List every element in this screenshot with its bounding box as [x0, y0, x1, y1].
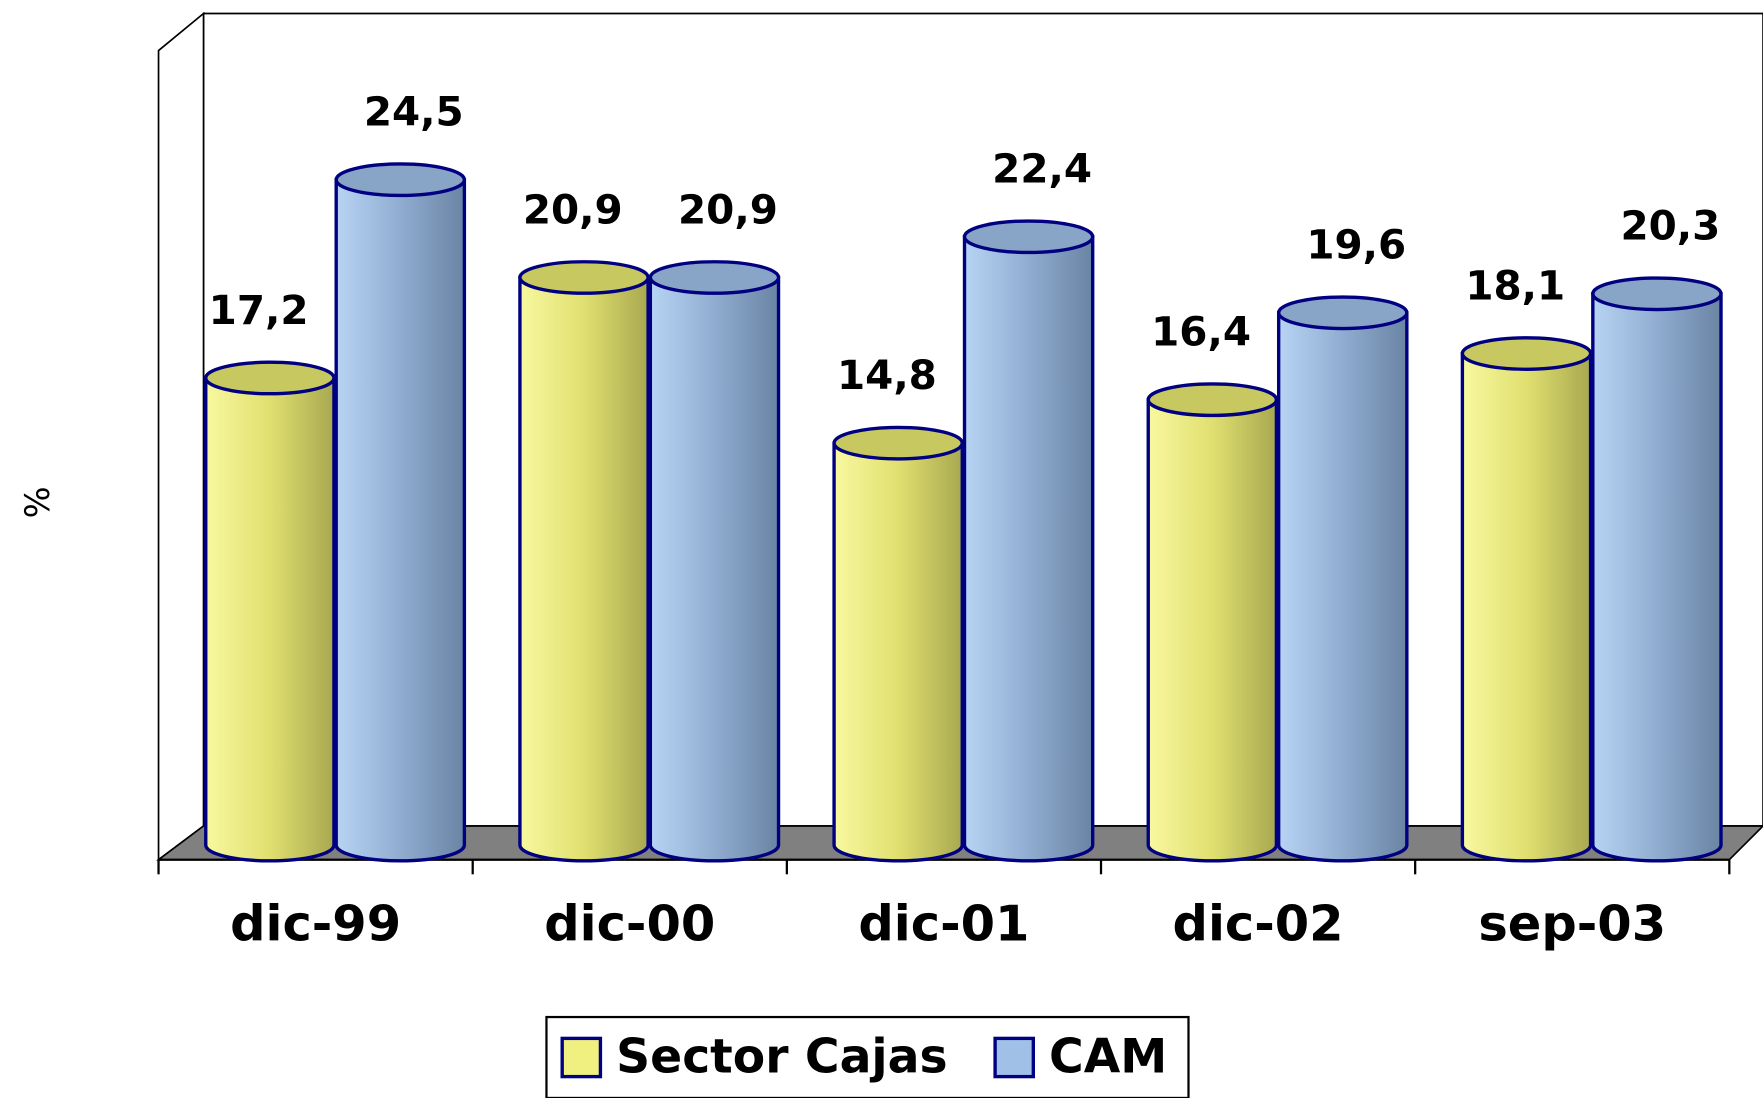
legend-label: Sector Cajas [616, 1030, 947, 1085]
cylinder-top [518, 260, 650, 295]
cylinder [204, 376, 336, 863]
value-label: 20,9 [678, 185, 778, 233]
cylinder [518, 275, 650, 863]
cylinder-top [1146, 382, 1279, 418]
legend-swatch [993, 1036, 1036, 1079]
cylinder [1460, 351, 1593, 863]
x-tick-label: dic-01 [858, 895, 1029, 953]
x-tick-label: sep-03 [1478, 895, 1666, 953]
cylinder-top [832, 425, 964, 461]
plot: % dic-99 17,2 24,5 dic-00 20,9 20,9 dic-01 14,8… [18, 11, 1763, 1098]
cylinder [1146, 398, 1279, 863]
value-label: 18,1 [1465, 261, 1565, 309]
x-tick-label: dic-00 [544, 895, 715, 953]
value-label: 22,4 [992, 145, 1092, 193]
cylinder [334, 178, 467, 863]
cylinder-top [648, 260, 781, 295]
value-label: 16,4 [1151, 308, 1251, 356]
y-axis-label: % [18, 486, 57, 518]
cylinder-top [1591, 276, 1723, 312]
value-label: 14,8 [837, 351, 937, 399]
value-label: 20,3 [1620, 202, 1720, 250]
cylinder [962, 235, 1095, 863]
cylinder [1591, 292, 1723, 863]
value-label: 17,2 [209, 286, 309, 334]
cylinder-top [962, 219, 1095, 255]
legend-swatch [560, 1036, 603, 1079]
cylinder [648, 275, 781, 863]
value-label: 24,5 [364, 88, 464, 136]
legend-label: CAM [1049, 1030, 1167, 1085]
legend [545, 1015, 1190, 1098]
cylinder [1276, 311, 1409, 863]
value-label: 20,9 [523, 185, 623, 233]
value-label: 19,6 [1306, 221, 1406, 269]
cylinder-top [1460, 336, 1593, 371]
cylinder [832, 441, 964, 863]
side-wall [157, 11, 205, 862]
cylinder-top [204, 360, 336, 396]
cylinder-top [334, 162, 467, 198]
x-tick-label: dic-02 [1173, 895, 1344, 953]
cylinder-top [1276, 295, 1409, 331]
x-tick-label: dic-99 [230, 895, 401, 953]
